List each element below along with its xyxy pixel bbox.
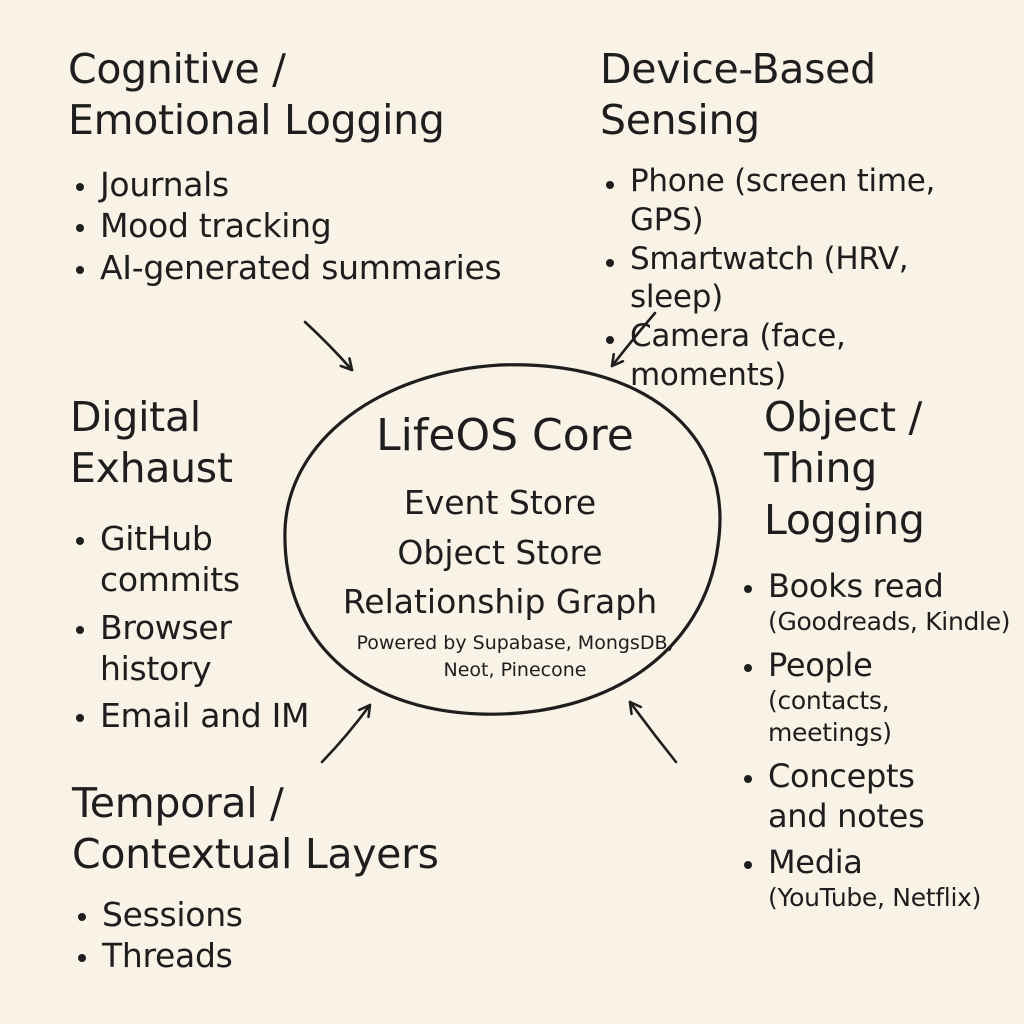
bullet-dot-icon [76, 265, 84, 274]
arrow-object-to-core [628, 700, 678, 764]
list-item: People (contacts, meetings) [738, 645, 1018, 750]
bullet-dot-icon [76, 224, 84, 233]
list-item: Sessions [72, 894, 372, 935]
cognitive-heading: Cognitive / Emotional Logging [68, 45, 445, 145]
device-heading: Device-Based Sensing [600, 45, 876, 145]
core-powered-by: Powered by Supabase, MongsDB, Neot, Pine… [356, 632, 674, 681]
bullet-dot-icon [744, 860, 752, 869]
list-item: Journals [70, 164, 520, 205]
bullet-dot-icon [78, 954, 86, 963]
arrow-cognitive-to-core [303, 320, 354, 372]
list-item: Books read (Goodreads, Kindle) [738, 566, 1018, 639]
core-outline [283, 363, 722, 716]
bullet-dot-icon [606, 181, 614, 189]
list-item: GitHub commits [70, 518, 245, 601]
digital-list: GitHub commits Browser history Email and… [70, 518, 310, 742]
bullet-dot-icon [76, 714, 84, 722]
arrow-device-to-core [610, 311, 657, 368]
bullet-dot-icon [606, 336, 614, 344]
bullet-dot-icon [78, 913, 86, 921]
list-item: Phone (screen time, GPS) [600, 162, 1010, 240]
device-list: Phone (screen time, GPS) Smartwatch (HRV… [600, 162, 1010, 395]
list-item: Camera (face, moments) [600, 317, 1010, 395]
bullet-dot-icon [744, 663, 752, 672]
core-store-object: Object Store [397, 532, 603, 572]
cognitive-list: Journals Mood tracking AI-generated summ… [70, 164, 520, 288]
list-item: AI-generated summaries [70, 247, 520, 288]
list-item: Media (YouTube, Netflix) [738, 842, 1018, 915]
core-store-list: Event Store Object Store Relationship Gr… [300, 478, 700, 627]
bullet-dot-icon [76, 537, 84, 545]
digital-heading: Digital Exhaust [70, 393, 233, 493]
bullet-dot-icon [744, 774, 752, 783]
list-item: Email and IM [70, 695, 310, 736]
core-store-event: Event Store [403, 483, 597, 522]
arrow-temporal-to-core [320, 703, 372, 764]
list-item: Smartwatch (HRV, sleep) [600, 240, 1010, 318]
object-list: Books read (Goodreads, Kindle) People (con… [738, 566, 1018, 920]
temporal-heading: Temporal / Contextual Layers [72, 779, 439, 879]
bullet-dot-icon [744, 585, 752, 593]
bullet-dot-icon [606, 258, 614, 267]
core-store-relationship: Relationship Graph [342, 582, 658, 621]
core-title: LifeOS Core [376, 410, 634, 461]
temporal-list: Sessions Threads [72, 894, 372, 977]
object-heading: Object / Thing Logging [764, 393, 925, 544]
list-item: Browser history [70, 607, 245, 690]
list-item: Concepts and notes [738, 756, 968, 836]
bullet-dot-icon [76, 183, 84, 191]
list-item: Threads [72, 935, 372, 976]
list-item: Mood tracking [70, 205, 520, 246]
bullet-dot-icon [76, 625, 84, 634]
